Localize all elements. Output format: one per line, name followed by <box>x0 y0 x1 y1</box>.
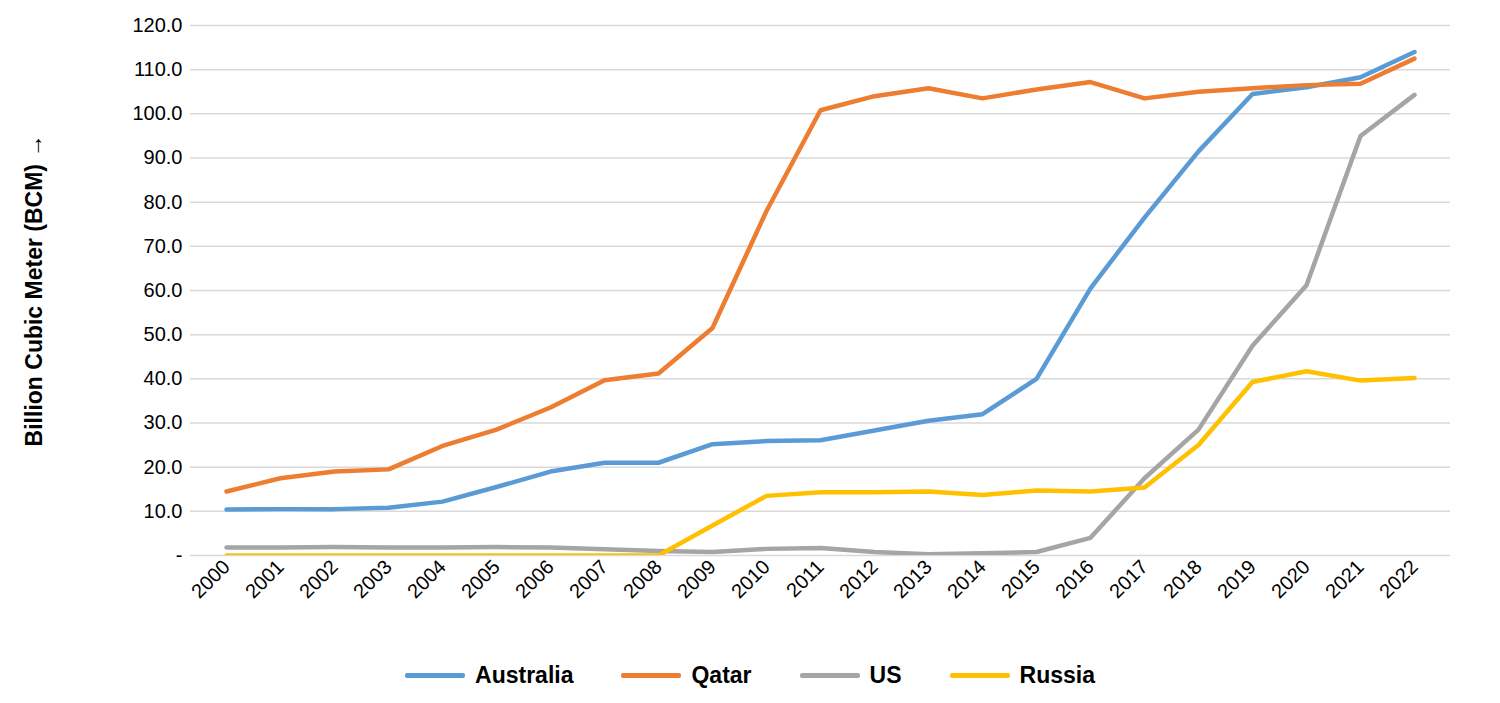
svg-text:-: - <box>176 544 183 566</box>
html-text:Australia: Australia <box>475 661 574 688</box>
svg-text:80.0: 80.0 <box>144 191 183 213</box>
svg-text:110.0: 110.0 <box>134 58 183 80</box>
html-text:US: US <box>869 661 902 688</box>
svg-text:2020: 2020 <box>1267 555 1314 602</box>
svg-text:2011: 2011 <box>782 555 828 601</box>
svg-text:2008: 2008 <box>619 555 666 602</box>
svg-text:2005: 2005 <box>457 555 504 602</box>
svg-text:70.0: 70.0 <box>144 235 183 257</box>
svg-text:2015: 2015 <box>997 555 1044 602</box>
svg-text:90.0: 90.0 <box>144 146 183 168</box>
svg-text:2004: 2004 <box>403 555 450 602</box>
svg-text:2016: 2016 <box>1051 555 1098 602</box>
svg-text:2001: 2001 <box>241 555 288 602</box>
svg-text:2003: 2003 <box>349 555 396 602</box>
svg-text:60.0: 60.0 <box>144 279 183 301</box>
svg-text:2000: 2000 <box>187 555 234 602</box>
svg-text:2018: 2018 <box>1159 555 1206 602</box>
svg-text:2022: 2022 <box>1375 555 1422 602</box>
html-text:Qatar: Qatar <box>691 661 752 688</box>
svg-text:10.0: 10.0 <box>144 500 183 522</box>
svg-text:2006: 2006 <box>511 555 558 602</box>
svg-text:Billion Cubic Meter (BCM) →: Billion Cubic Meter (BCM) → <box>21 135 47 447</box>
svg-text:2013: 2013 <box>889 555 936 602</box>
svg-text:2017: 2017 <box>1105 555 1152 602</box>
svg-text:20.0: 20.0 <box>144 456 183 478</box>
svg-text:2009: 2009 <box>673 555 720 602</box>
svg-text:2007: 2007 <box>565 555 612 602</box>
svg-text:100.0: 100.0 <box>132 102 182 124</box>
svg-text:2002: 2002 <box>295 555 342 602</box>
svg-text:2010: 2010 <box>727 555 774 602</box>
html-text:Russia: Russia <box>1019 661 1095 688</box>
svg-text:2012: 2012 <box>835 555 882 602</box>
svg-text:40.0: 40.0 <box>144 367 183 389</box>
svg-text:2019: 2019 <box>1213 555 1260 602</box>
svg-text:30.0: 30.0 <box>144 411 183 433</box>
svg-text:2014: 2014 <box>943 555 990 602</box>
svg-text:120.0: 120.0 <box>132 14 182 36</box>
svg-text:50.0: 50.0 <box>144 323 183 345</box>
svg-text:2021: 2021 <box>1321 555 1368 602</box>
